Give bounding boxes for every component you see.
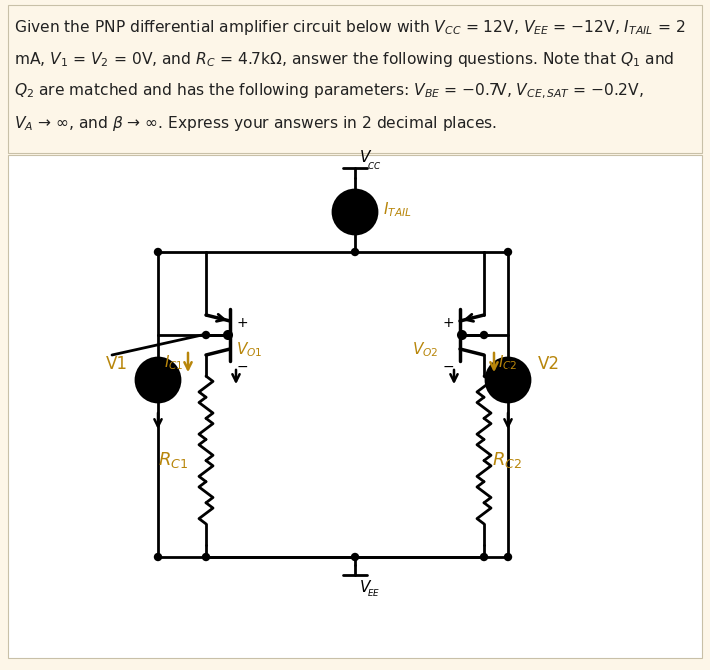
Bar [8,5,702,153]
Bar [8,155,702,658]
Text: $I_{C2}$: $I_{C2}$ [498,353,518,372]
Text: $I_{TAIL}$: $I_{TAIL}$ [383,200,412,219]
Circle shape [155,249,161,255]
Text: $V_A$ → ∞, and $\beta$ → ∞. Express your answers in 2 decimal places.: $V_A$ → ∞, and $\beta$ → ∞. Express your… [14,114,497,133]
Text: $V_{O2}$: $V_{O2}$ [412,340,439,358]
Text: $V$: $V$ [359,579,372,595]
Text: $-$: $-$ [442,359,454,373]
Circle shape [486,358,530,402]
Circle shape [224,331,232,339]
Text: $+$: $+$ [236,316,248,330]
Circle shape [481,332,488,338]
Circle shape [458,331,466,339]
Text: $I_{C1}$: $I_{C1}$ [164,353,184,372]
Circle shape [202,553,209,561]
Circle shape [202,332,209,338]
Circle shape [351,249,359,255]
Text: $Q_2$ are matched and has the following parameters: $V_{BE}$ = −0.7V, $V_{CE,SAT: $Q_2$ are matched and has the following … [14,82,644,101]
Text: $+$: $+$ [442,316,454,330]
Text: Given the PNP differential amplifier circuit below with $V_{CC}$ = 12V, $V_{EE}$: Given the PNP differential amplifier cir… [14,18,685,37]
Circle shape [505,249,511,255]
Text: $V$: $V$ [359,149,372,165]
Text: $R_{C2}$: $R_{C2}$ [492,450,522,470]
Text: −: − [151,379,165,397]
Circle shape [333,190,377,234]
Text: V1: V1 [106,355,128,373]
Text: $_{CC}$: $_{CC}$ [367,159,381,172]
Text: $R_{C1}$: $R_{C1}$ [158,450,188,470]
Text: +: + [502,366,514,381]
Text: mA, $V_1$ = $V_2$ = 0V, and $R_C$ = 4.7kΩ, answer the following questions. Note : mA, $V_1$ = $V_2$ = 0V, and $R_C$ = 4.7k… [14,50,674,69]
Circle shape [481,553,488,561]
Circle shape [155,553,161,561]
Circle shape [505,553,511,561]
Text: +: + [152,366,165,381]
Text: $_{EE}$: $_{EE}$ [367,586,380,599]
Text: V2: V2 [538,355,560,373]
Text: $-$: $-$ [236,359,248,373]
Text: −: − [501,379,515,397]
Text: $V_{O1}$: $V_{O1}$ [236,340,263,358]
Circle shape [136,358,180,402]
Circle shape [351,553,359,561]
